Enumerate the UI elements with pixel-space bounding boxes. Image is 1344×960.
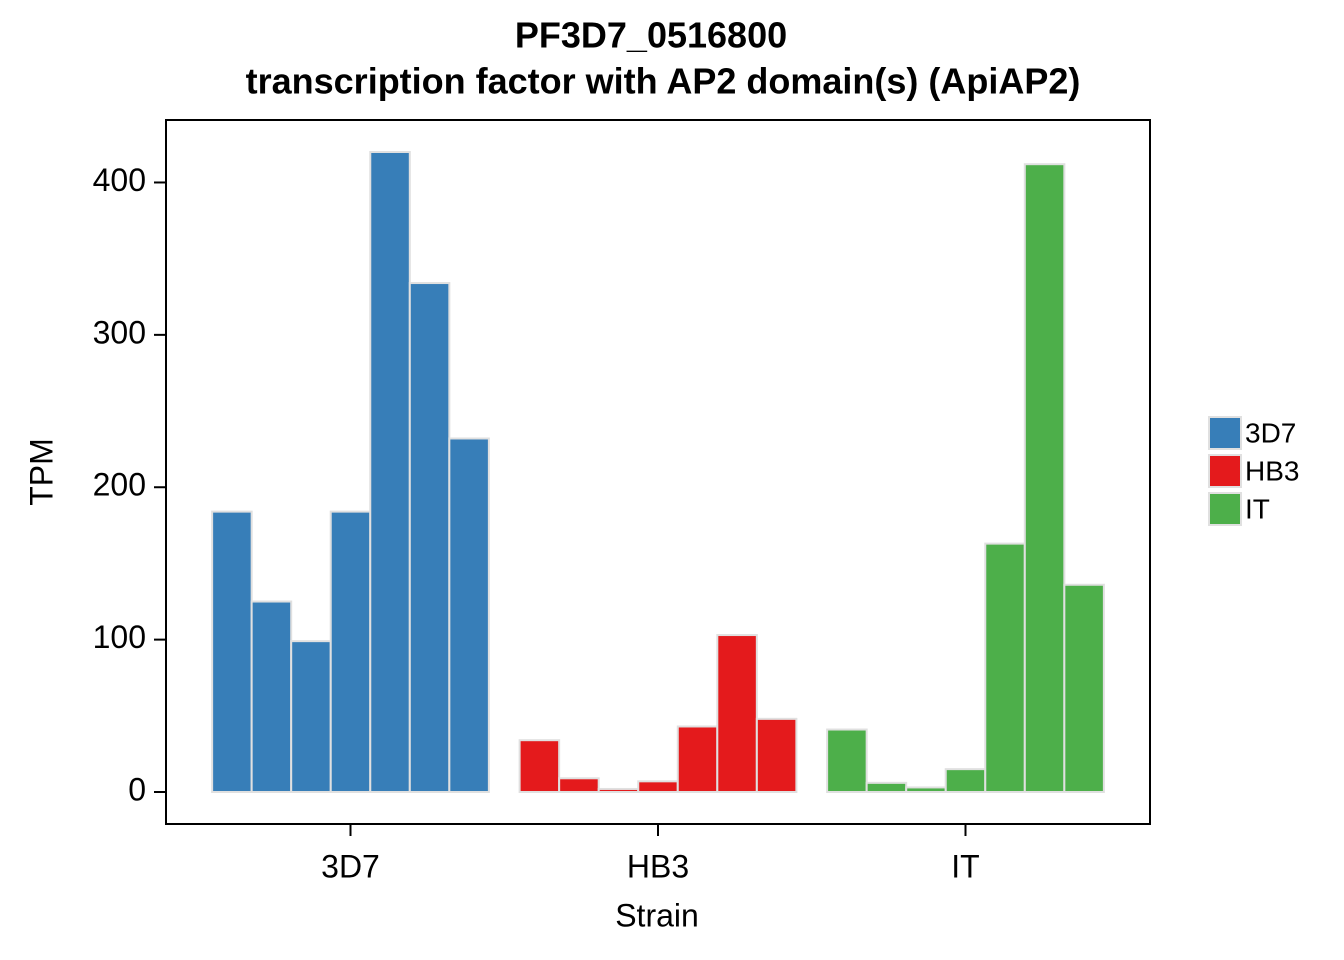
bar	[408, 282, 451, 793]
bar	[716, 634, 758, 793]
y-tick-label: 200	[93, 467, 146, 503]
y-tick-label: 0	[128, 771, 146, 807]
bar	[518, 739, 561, 794]
bar	[597, 787, 640, 794]
bar	[984, 542, 1026, 793]
x-tick-label: 3D7	[321, 848, 380, 884]
bar	[211, 510, 253, 793]
bar	[1023, 163, 1066, 793]
y-tick-label: 300	[93, 314, 146, 350]
bar	[755, 717, 798, 793]
bar	[369, 151, 411, 793]
bar	[676, 725, 719, 794]
legend-key	[1208, 492, 1242, 526]
bar	[944, 768, 987, 794]
chart-title: PF3D7_0516800	[515, 15, 787, 56]
legend-label: 3D7	[1245, 417, 1296, 448]
chart-subtitle: transcription factor with AP2 domain(s) …	[246, 61, 1081, 102]
bar	[329, 510, 372, 793]
x-tick-label: HB3	[627, 848, 689, 884]
bar	[1063, 583, 1105, 793]
bar	[905, 786, 947, 794]
bar	[865, 781, 908, 793]
y-tick-label: 100	[93, 619, 146, 655]
bar	[290, 640, 332, 794]
legend-key	[1208, 454, 1242, 488]
legend-label: IT	[1245, 493, 1270, 524]
bar	[826, 728, 868, 793]
x-tick-label: IT	[951, 848, 979, 884]
bar	[558, 777, 600, 793]
bar	[448, 437, 490, 793]
bar	[637, 780, 679, 793]
x-axis-label: Strain	[615, 897, 699, 933]
y-tick-label: 400	[93, 162, 146, 198]
legend-label: HB3	[1245, 455, 1299, 486]
bar	[250, 600, 293, 793]
legend-key	[1208, 416, 1242, 450]
y-axis-label: TPM	[23, 438, 59, 506]
